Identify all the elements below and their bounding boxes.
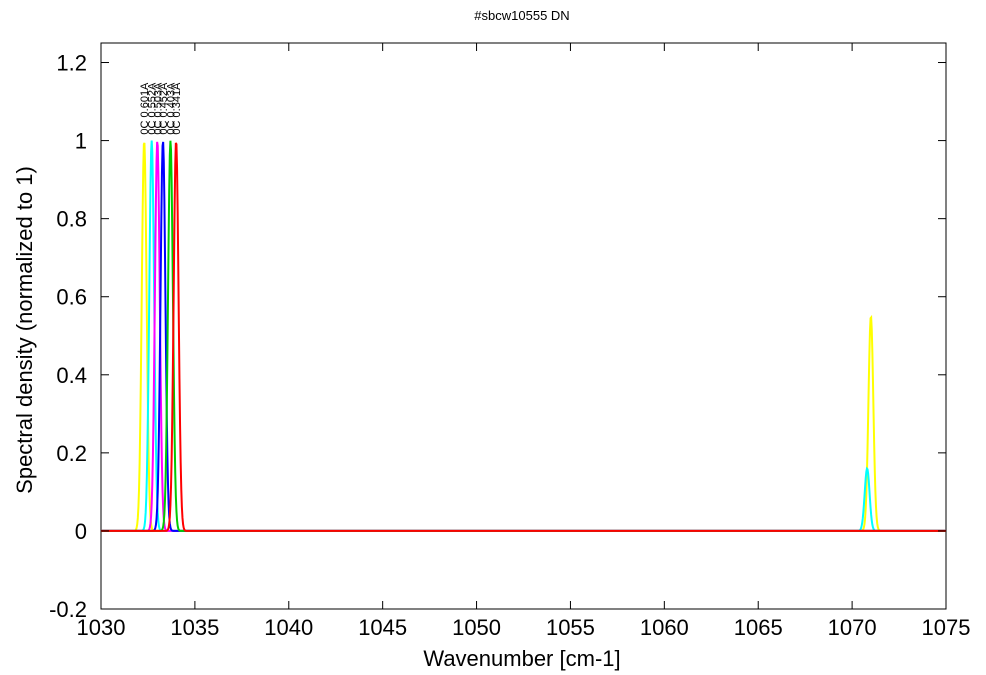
x-tick-label: 1060 bbox=[640, 615, 689, 640]
y-tick-label: 0.8 bbox=[56, 207, 87, 232]
series-line-2 bbox=[101, 141, 946, 532]
chart-title: #sbcw10555 DN bbox=[474, 8, 569, 23]
x-tick-label: 1065 bbox=[734, 615, 783, 640]
y-tick-label: 0 bbox=[75, 519, 87, 544]
peak-label-2: 0C 0.503A bbox=[152, 82, 164, 135]
x-tick-label: 1045 bbox=[358, 615, 407, 640]
x-tick-label: 1035 bbox=[170, 615, 219, 640]
peak-label-0: 0C 0.601A bbox=[139, 82, 151, 135]
peak-label-1: 0C 0.552A bbox=[147, 82, 159, 135]
series-line-5 bbox=[101, 142, 946, 532]
series-line-4 bbox=[101, 140, 946, 532]
y-tick-label: 0.2 bbox=[56, 441, 87, 466]
y-tick-label: 0.6 bbox=[56, 285, 87, 310]
y-tick-label: 1 bbox=[75, 129, 87, 154]
x-tick-label: 1075 bbox=[922, 615, 971, 640]
y-tick-label: 1.2 bbox=[56, 51, 87, 76]
series-line-1 bbox=[101, 140, 946, 532]
series-layer bbox=[101, 140, 946, 532]
peak-label-3: 0C 0.452A bbox=[158, 82, 170, 135]
y-tick-label: 0.4 bbox=[56, 363, 87, 388]
x-tick-label: 1050 bbox=[452, 615, 501, 640]
plot-border bbox=[100, 42, 947, 610]
y-axis-title: Spectral density (normalized to 1) bbox=[12, 166, 37, 494]
x-tick-label: 1070 bbox=[828, 615, 877, 640]
peak-label-5: 0C 0.341A bbox=[171, 82, 183, 135]
y-axis-ticks: -0.2 0 0.2 0.4 0.6 0.8 1 1.2 bbox=[49, 51, 946, 622]
x-tick-label: 1040 bbox=[264, 615, 313, 640]
series-line-0 bbox=[101, 142, 946, 532]
series-line-3 bbox=[101, 141, 946, 532]
x-tick-label: 1055 bbox=[546, 615, 595, 640]
plot-frame bbox=[100, 42, 947, 610]
y-tick-label: -0.2 bbox=[49, 597, 87, 622]
x-axis-title: Wavenumber [cm-1] bbox=[423, 646, 620, 671]
x-tick-label: 1030 bbox=[77, 615, 126, 640]
peak-label-4: 0C 0.403A bbox=[165, 82, 177, 135]
x-axis-ticks: 1030 1035 1040 1045 1050 1055 1060 1065 1070 1075 bbox=[77, 43, 971, 640]
